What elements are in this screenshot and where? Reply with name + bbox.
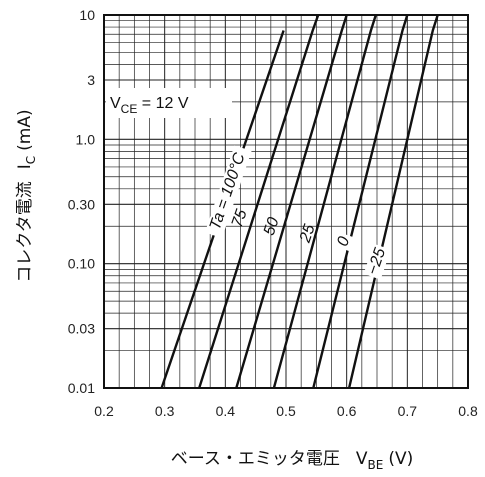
series-label: 50 <box>261 215 283 237</box>
x-axis-label: ベース・エミッタ電圧 VBE (V) <box>171 449 414 472</box>
y-axis-label-text: コレクタ電流 <box>15 181 35 282</box>
condition-prefix: V <box>110 95 121 112</box>
x-tick-label: 0.6 <box>337 403 357 419</box>
series-label: 25 <box>297 222 319 245</box>
series-lines <box>160 14 439 389</box>
grid-lines <box>104 15 468 388</box>
condition-label: VCE = 12 V <box>110 95 189 116</box>
x-axis-unit: (V) <box>388 449 413 469</box>
x-tick-label: 0.4 <box>216 403 236 419</box>
y-axis-label: コレクタ電流 IC (mA) <box>15 109 38 282</box>
condition-subscript: CE <box>121 102 138 116</box>
y-tick-label: 0.10 <box>68 256 95 272</box>
y-tick-label: 0.03 <box>68 321 95 337</box>
y-tick-label: 1.0 <box>76 131 96 147</box>
series-labels: Ta = 100°C75 50 25 0−25 <box>204 145 391 280</box>
y-tick-label: 0.01 <box>68 380 95 396</box>
x-tick-labels: 0.2 0.3 0.4 0.5 0.6 0.7 0.8 <box>94 403 478 419</box>
x-axis-symbol: V <box>356 449 368 469</box>
x-axis-label-text: ベース・エミッタ電圧 <box>171 449 340 469</box>
y-axis-unit: (mA) <box>15 109 35 150</box>
x-tick-label: 0.8 <box>458 403 478 419</box>
series-line-1 <box>198 14 320 389</box>
x-tick-label: 0.5 <box>276 403 296 419</box>
series-line-3 <box>272 14 377 389</box>
series-label: −25 <box>364 246 389 277</box>
y-tick-label: 0.30 <box>68 196 95 212</box>
condition-background <box>106 88 232 118</box>
x-tick-label: 0.7 <box>398 403 418 419</box>
series-label-bg <box>363 243 391 280</box>
y-tick-labels: 0.01 0.03 0.10 0.30 1.0 3 10 <box>68 7 95 396</box>
y-tick-label: 10 <box>79 7 95 23</box>
y-axis-symbol: I <box>15 164 35 169</box>
series-label: 75 <box>229 207 251 229</box>
x-tick-label: 0.2 <box>94 403 114 419</box>
x-tick-label: 0.3 <box>155 403 175 419</box>
y-axis-subscript: C <box>24 156 38 164</box>
plot-frame <box>103 14 469 389</box>
series-line-4 <box>312 14 409 389</box>
series-label-bg <box>333 231 356 252</box>
series-label-bg <box>204 145 252 239</box>
y-tick-label: 3 <box>87 72 95 88</box>
condition-value: = 12 V <box>137 95 188 112</box>
x-axis-subscript: BE <box>368 458 384 472</box>
series-line-2 <box>235 14 348 389</box>
